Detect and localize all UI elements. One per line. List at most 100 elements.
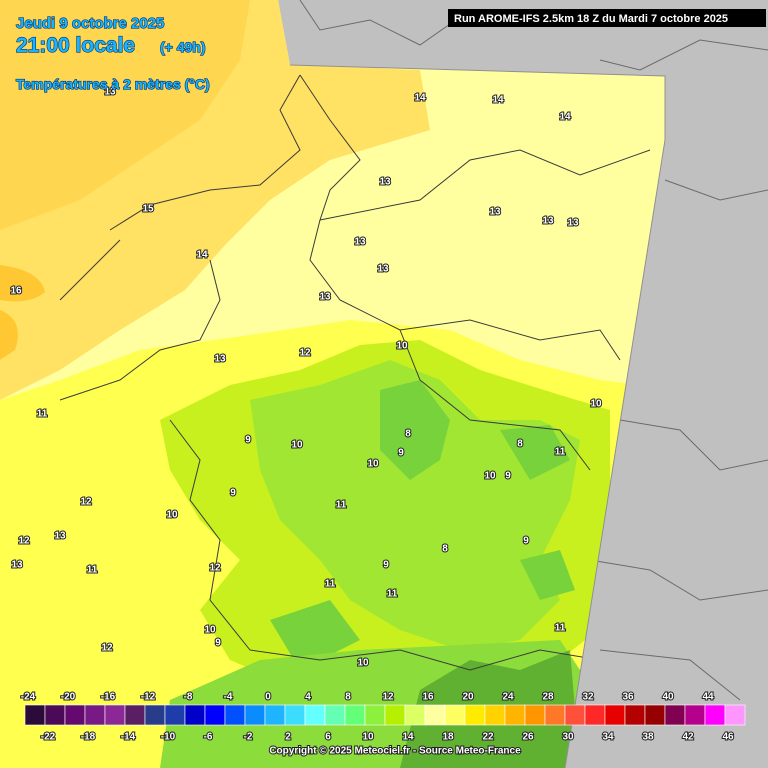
- domain-edge: [289, 64, 666, 768]
- scale-box: [204, 704, 226, 726]
- contour-label: 13: [567, 218, 579, 229]
- scale-box: [624, 704, 646, 726]
- scale-box: [644, 704, 666, 726]
- contour-label: 16: [10, 286, 22, 297]
- scale-box: [264, 704, 286, 726]
- forecast-date: Jeudi 9 octobre 2025: [16, 15, 164, 32]
- contour-label: 14: [492, 95, 504, 106]
- scale-label-bottom: 22: [482, 732, 494, 743]
- scale-box: [84, 704, 106, 726]
- country-borders: [59, 74, 651, 671]
- scale-label-top: -24: [21, 692, 36, 703]
- scale-label-bottom: 10: [362, 732, 374, 743]
- contour-label: 9: [215, 638, 221, 649]
- contour-label: 8: [405, 429, 411, 440]
- scale-label-bottom: 42: [682, 732, 694, 743]
- contour-label: 13: [377, 264, 389, 275]
- scale-label-bottom: 38: [642, 732, 654, 743]
- contour-label: 9: [245, 435, 251, 446]
- scale-label-top: 32: [582, 692, 594, 703]
- color-scale: -24 -20 -16 -12 -8 -4 0 4 8 12 16 20 24 28 32 36 40 44-22…: [20, 691, 746, 744]
- contour-label: 12: [80, 497, 92, 508]
- contour-label: 13: [542, 216, 554, 227]
- contour-label: 10: [357, 658, 369, 669]
- contour-label: 12: [209, 563, 221, 574]
- scale-label-bottom: 34: [602, 732, 614, 743]
- forecast-time: 21:00 locale: [16, 34, 135, 57]
- scale-box: [384, 704, 406, 726]
- scale-label-top: -12: [141, 692, 156, 703]
- contour-label: 14: [559, 112, 571, 123]
- scale-box: [664, 704, 686, 726]
- scale-label-bottom: -2: [244, 732, 253, 743]
- scale-box: [484, 704, 506, 726]
- scale-box: [504, 704, 526, 726]
- contour-label: 13: [319, 292, 331, 303]
- scale-label-top: 24: [502, 692, 514, 703]
- scale-label-top: 28: [542, 692, 554, 703]
- contour-label: 11: [555, 447, 566, 458]
- scale-label-top: 4: [305, 692, 311, 703]
- scale-box: [144, 704, 166, 726]
- scale-box: [604, 704, 626, 726]
- scale-box: [464, 704, 486, 726]
- scale-box: [124, 704, 146, 726]
- scale-box: [544, 704, 566, 726]
- scale-label-top: -20: [61, 692, 76, 703]
- forecast-lead: (+ 49h): [160, 39, 206, 55]
- scale-box: [684, 704, 706, 726]
- contour-label: 10: [291, 440, 303, 451]
- scale-label-bottom: 30: [562, 732, 574, 743]
- contour-label: 14: [196, 250, 208, 261]
- contour-label: 10: [590, 399, 602, 410]
- outside-borders: [299, 0, 768, 701]
- scale-label-bottom: -18: [81, 732, 96, 743]
- scale-box: [284, 704, 306, 726]
- contour-label: 13: [54, 531, 66, 542]
- scale-label-top: 12: [382, 692, 394, 703]
- scale-label-top: 16: [422, 692, 434, 703]
- contour-label: 10: [484, 471, 496, 482]
- contour-label: 11: [387, 589, 398, 600]
- field-16: [0, 265, 45, 360]
- scale-box: [324, 704, 346, 726]
- contour-label: 11: [336, 500, 347, 511]
- scale-label-top: -4: [224, 692, 233, 703]
- contour-label: 9: [523, 536, 529, 547]
- scale-label-bottom: -14: [121, 732, 136, 743]
- scale-label-bottom: -6: [204, 732, 213, 743]
- run-info: Run AROME-IFS 2.5km 18 Z du Mardi 7 octo…: [454, 13, 728, 25]
- scale-box: [224, 704, 246, 726]
- scale-label-bottom: -22: [41, 732, 56, 743]
- run-box: [448, 9, 766, 27]
- scale-label-top: 36: [622, 692, 634, 703]
- scale-box: [44, 704, 66, 726]
- scale-label-top: 20: [462, 692, 474, 703]
- scale-box: [364, 704, 386, 726]
- scale-box: [184, 704, 206, 726]
- scale-label-bottom: 2: [285, 732, 291, 743]
- contour-label: 9: [383, 560, 389, 571]
- contour-label: 13: [11, 560, 23, 571]
- scale-box: [424, 704, 446, 726]
- scale-label-top: 44: [702, 692, 714, 703]
- contour-label: 11: [555, 623, 566, 634]
- scale-label-bottom: 18: [442, 732, 454, 743]
- contour-label: 13: [214, 354, 226, 365]
- scale-label-top: -16: [101, 692, 116, 703]
- contour-label: 11: [87, 565, 98, 576]
- contour-label: 13: [104, 87, 116, 98]
- scale-label-bottom: 46: [722, 732, 734, 743]
- field-15: [0, 0, 250, 230]
- scale-label-bottom: 6: [325, 732, 331, 743]
- contour-label: 13: [354, 237, 366, 248]
- scale-label-bottom: 26: [522, 732, 534, 743]
- contour-label: 9: [398, 448, 404, 459]
- contour-label: 10: [204, 625, 216, 636]
- contour-labels: 13 14 14 14 15 14 16 13 13 13 13 13 13 13 13 12 10 10 11 11…: [9, 86, 603, 670]
- contour-label: 10: [166, 510, 178, 521]
- contour-label: 9: [505, 471, 511, 482]
- scale-box: [444, 704, 466, 726]
